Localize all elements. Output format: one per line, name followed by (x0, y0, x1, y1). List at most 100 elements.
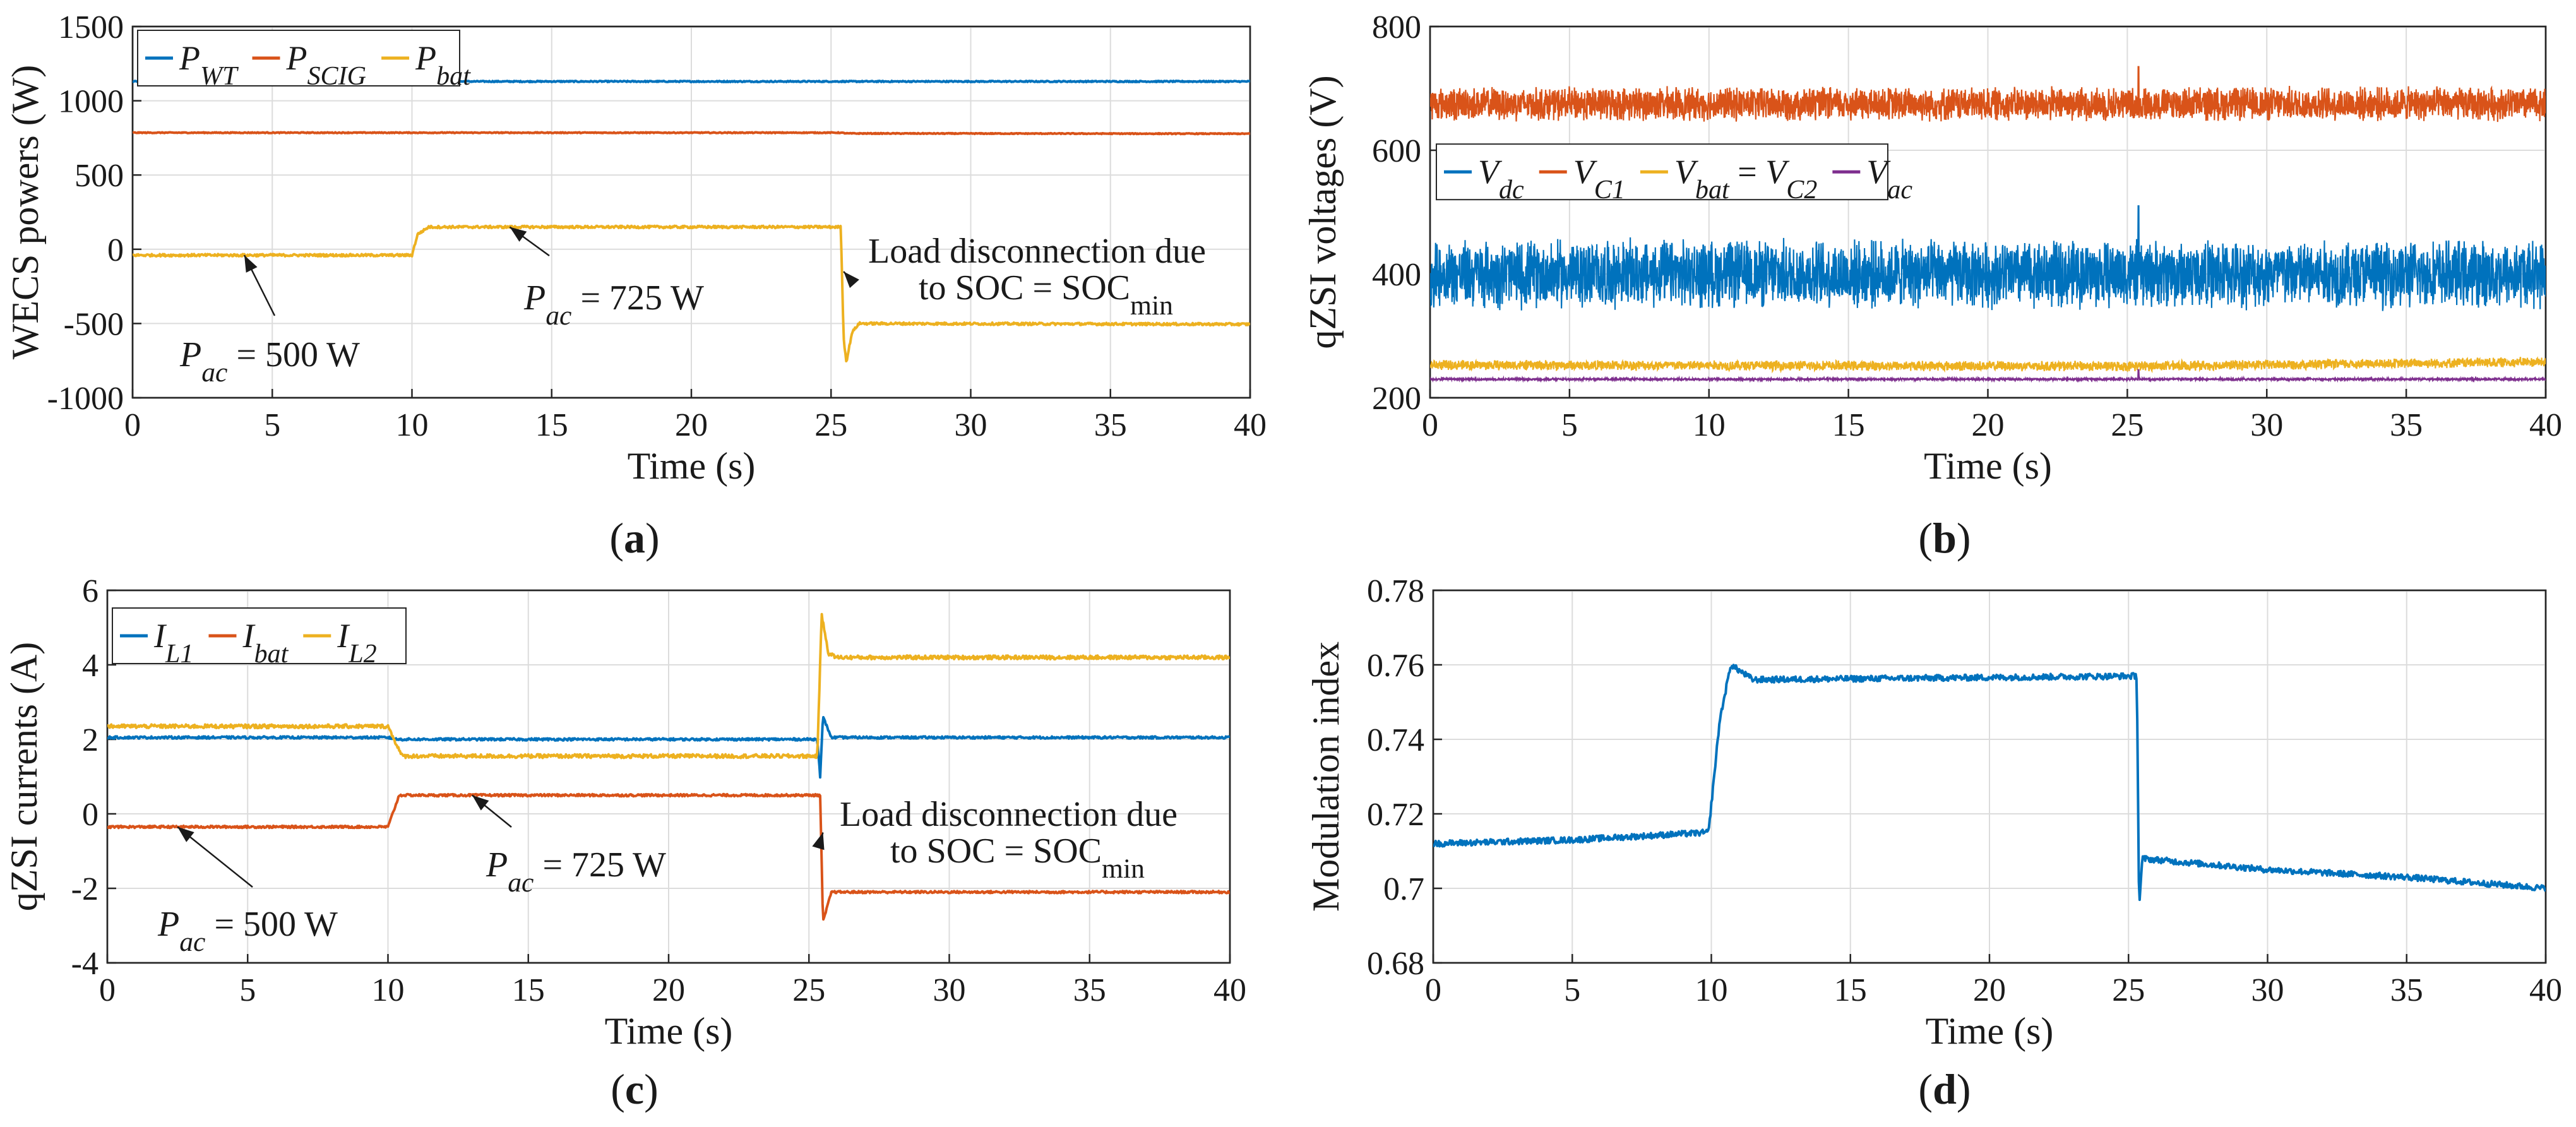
series-line-1 (1433, 664, 2546, 902)
legend: IL1 Ibat IL2 (112, 607, 407, 669)
x-tick-label: 5 (264, 407, 280, 443)
x-tick-label: 35 (2390, 407, 2423, 443)
x-tick-label: 35 (1094, 407, 1127, 443)
y-tick-label: 0 (82, 797, 98, 833)
x-tick-label: 30 (2251, 972, 2284, 1008)
x-tick-label: 0 (1422, 407, 1438, 443)
x-tick-label: 25 (792, 972, 825, 1008)
chart-panel-4: 0 5 10 15 20 25 30 35 40 0.68 0.7 0.72 0.74 0.76 0.78 T… (1305, 573, 2562, 1052)
legend-entry-3: IL2 (337, 617, 376, 669)
annotation-arrowhead (812, 832, 825, 850)
x-tick-label: 20 (1972, 407, 2005, 443)
y-tick-label: 0.72 (1367, 797, 1424, 833)
series-line-2 (1430, 66, 2546, 122)
annotation-arrowhead (472, 795, 489, 811)
x-axis-label: Time (s) (605, 1010, 733, 1052)
legend-entry-4: Vac (1866, 153, 1912, 205)
series-line-4 (1430, 369, 2546, 383)
panel-label: (b) (1918, 514, 1971, 562)
x-tick-label: 10 (372, 972, 405, 1008)
annotation-arrowhead (844, 271, 859, 289)
annotation-2: Pac = 725 W (509, 226, 704, 331)
annotation-1: Pac = 500 W (179, 254, 360, 388)
x-tick-label: 30 (2250, 407, 2283, 443)
y-axis-label: qZSI voltages (V) (1302, 75, 1344, 349)
x-tick-label: 20 (675, 407, 708, 443)
plot-border (1432, 589, 2547, 964)
series-line-2 (107, 792, 1230, 921)
y-tick-label: 500 (75, 158, 124, 194)
legend-entry-2: Ibat (242, 617, 289, 669)
annotation-text: Pac = 725 W (486, 845, 666, 898)
x-tick-label: 40 (1234, 407, 1267, 443)
x-axis-label: Time (s) (1924, 445, 2052, 487)
panel-label: (c) (611, 1065, 659, 1113)
x-axis-label: Time (s) (628, 445, 756, 487)
series-line-3 (133, 224, 1250, 362)
x-tick-label: 5 (1561, 407, 1578, 443)
annotation-text: Load disconnection due (840, 795, 1178, 834)
x-tick-label: 25 (814, 407, 847, 443)
annotation-text: to SOC = SOCmin (890, 832, 1145, 884)
series-line-1 (107, 716, 1230, 779)
y-axis-label: WECS powers (W) (4, 65, 46, 360)
annotation-arrowhead (244, 255, 258, 273)
legend-entry-1: IL1 (153, 617, 193, 669)
x-tick-label: 10 (1695, 972, 1728, 1008)
y-tick-label: 0.7 (1383, 871, 1424, 907)
y-tick-label: 4 (82, 648, 98, 684)
y-tick-label: 2 (82, 722, 98, 758)
y-tick-label: -4 (71, 946, 98, 982)
x-tick-label: 10 (1693, 407, 1726, 443)
y-axis-label: qZSI currents (A) (3, 642, 45, 912)
plot-border (1429, 25, 2547, 399)
series-line-3 (107, 612, 1230, 760)
y-tick-label: 400 (1372, 257, 1421, 293)
x-tick-label: 30 (955, 407, 987, 443)
x-tick-label: 0 (1425, 972, 1441, 1008)
panel-label: (d) (1918, 1065, 1971, 1113)
x-tick-label: 25 (2112, 972, 2145, 1008)
x-tick-label: 40 (2529, 407, 2562, 443)
y-tick-label: -1000 (47, 381, 124, 417)
y-tick-label: 6 (82, 573, 98, 609)
plot-border (106, 589, 1231, 964)
legend-box (112, 607, 407, 664)
y-tick-label: 0.68 (1367, 946, 1424, 982)
x-tick-label: 0 (124, 407, 141, 443)
x-tick-label: 40 (1213, 972, 1246, 1008)
annotation-text: to SOC = SOCmin (919, 268, 1173, 321)
plot-border (131, 25, 1251, 399)
y-tick-label: 1000 (58, 84, 124, 120)
x-tick-label: 20 (1973, 972, 2006, 1008)
y-tick-label: 800 (1372, 9, 1421, 45)
annotation-text: Pac = 500 W (179, 335, 360, 388)
x-tick-label: 20 (652, 972, 685, 1008)
x-tick-label: 15 (1832, 407, 1865, 443)
y-tick-label: 0.74 (1367, 722, 1424, 758)
legend: PWT PSCIG Pbat (137, 30, 471, 91)
x-tick-label: 15 (1834, 972, 1867, 1008)
series-line-1 (1430, 205, 2546, 311)
x-tick-label: 10 (396, 407, 429, 443)
legend-entry-3: Pbat (415, 39, 471, 91)
legend-entry-1: PWT (179, 39, 239, 91)
y-tick-label: 0.76 (1367, 648, 1424, 684)
x-tick-label: 35 (1073, 972, 1106, 1008)
chart-panel-1: 0 5 10 15 20 25 30 35 40 -1000 -500 0 500 1000 1500 Tim… (4, 9, 1267, 487)
y-tick-label: 200 (1372, 381, 1421, 417)
y-tick-label: 0 (107, 232, 124, 268)
legend-entry-3: Vbat = VC2 (1674, 153, 1817, 205)
x-tick-label: 30 (933, 972, 966, 1008)
legend-entry-1: Vdc (1478, 153, 1524, 205)
y-tick-label: -500 (64, 306, 124, 342)
panel-label: (a) (609, 514, 659, 562)
y-axis-label: Modulation index (1305, 641, 1347, 912)
x-tick-label: 5 (239, 972, 256, 1008)
series-line-3 (1430, 356, 2546, 374)
annotation-text: Pac = 500 W (157, 905, 338, 957)
legend-entry-2: PSCIG (286, 39, 367, 91)
